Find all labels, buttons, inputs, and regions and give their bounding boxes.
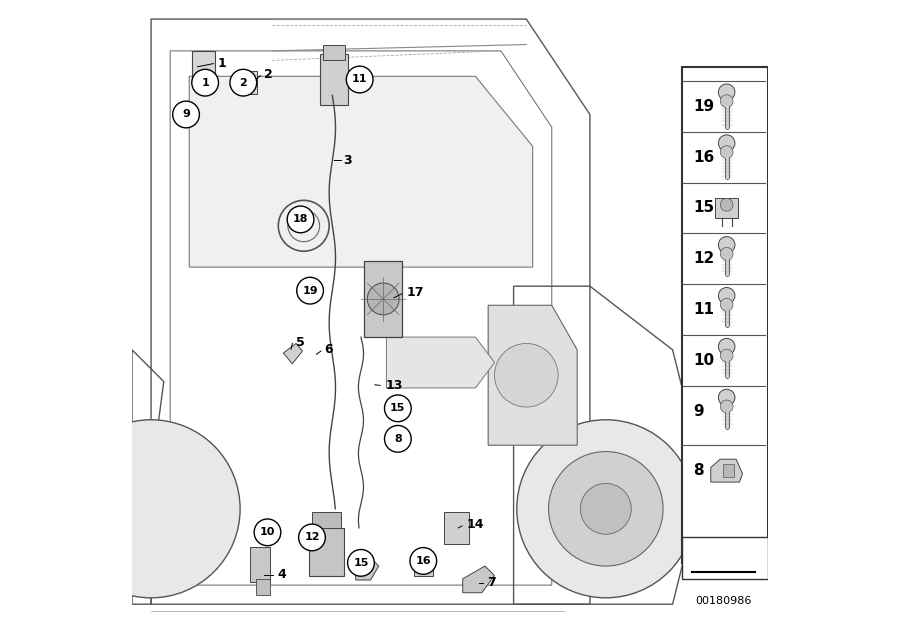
Bar (249, 547, 270, 582)
Bar (309, 528, 344, 576)
Polygon shape (488, 305, 577, 445)
Text: 9: 9 (182, 109, 190, 120)
Circle shape (384, 425, 411, 452)
Text: 19: 19 (693, 99, 714, 114)
Bar (243, 71, 257, 94)
Circle shape (517, 420, 695, 598)
Bar (323, 45, 345, 60)
Polygon shape (463, 566, 494, 593)
Text: 17: 17 (407, 286, 424, 299)
Circle shape (549, 452, 663, 566)
Text: 1: 1 (202, 78, 209, 88)
Circle shape (718, 237, 735, 253)
Text: 14: 14 (466, 518, 484, 531)
Circle shape (720, 349, 733, 362)
Text: 00180986: 00180986 (696, 596, 752, 606)
Text: 11: 11 (693, 302, 714, 317)
Text: 11: 11 (352, 74, 367, 85)
Polygon shape (284, 343, 302, 364)
Polygon shape (189, 76, 533, 267)
Text: 2: 2 (265, 68, 273, 81)
Text: 8: 8 (394, 434, 401, 444)
Circle shape (347, 550, 374, 576)
Text: 7: 7 (487, 576, 496, 589)
Circle shape (230, 69, 256, 96)
Text: 18: 18 (292, 214, 309, 225)
Text: 15: 15 (391, 403, 406, 413)
Text: 10: 10 (260, 527, 275, 537)
Circle shape (62, 420, 240, 598)
Text: 16: 16 (693, 149, 715, 165)
Text: 5: 5 (296, 336, 305, 349)
Circle shape (494, 343, 558, 407)
Text: 10: 10 (693, 353, 714, 368)
Circle shape (720, 298, 733, 311)
Circle shape (580, 483, 631, 534)
Text: 12: 12 (304, 532, 320, 543)
Bar (682, 537, 768, 579)
Circle shape (720, 247, 733, 260)
Text: 19: 19 (302, 286, 318, 296)
Bar (444, 512, 469, 544)
Bar (682, 67, 768, 563)
Circle shape (718, 338, 735, 355)
Text: 4: 4 (277, 569, 286, 581)
Circle shape (410, 548, 436, 574)
Polygon shape (386, 337, 494, 388)
Circle shape (718, 287, 735, 304)
Bar (364, 261, 402, 337)
Circle shape (192, 69, 219, 96)
Bar (312, 512, 340, 528)
Bar (256, 579, 270, 595)
Circle shape (299, 524, 325, 551)
Text: 8: 8 (693, 463, 704, 478)
Text: 9: 9 (693, 404, 704, 419)
Circle shape (718, 84, 735, 100)
Circle shape (718, 135, 735, 151)
Text: 2: 2 (239, 78, 248, 88)
Circle shape (384, 395, 411, 422)
Text: 15: 15 (693, 200, 714, 216)
Polygon shape (355, 555, 379, 580)
Bar (320, 54, 348, 105)
Circle shape (720, 146, 733, 158)
Text: 12: 12 (693, 251, 715, 266)
Circle shape (346, 66, 373, 93)
Text: 16: 16 (416, 556, 431, 566)
Circle shape (173, 101, 200, 128)
Bar (716, 198, 738, 218)
Text: 3: 3 (343, 154, 352, 167)
Bar (193, 51, 215, 83)
Circle shape (254, 519, 281, 546)
Text: 1: 1 (218, 57, 227, 70)
Polygon shape (711, 459, 742, 482)
Polygon shape (724, 464, 734, 477)
Circle shape (718, 389, 735, 406)
Circle shape (287, 206, 314, 233)
Text: 13: 13 (385, 379, 402, 392)
Bar (414, 551, 434, 576)
Circle shape (720, 400, 733, 413)
Circle shape (367, 283, 399, 315)
Text: 15: 15 (354, 558, 369, 568)
Circle shape (297, 277, 323, 304)
Circle shape (720, 95, 733, 107)
Text: 6: 6 (325, 343, 333, 356)
Circle shape (720, 198, 733, 211)
